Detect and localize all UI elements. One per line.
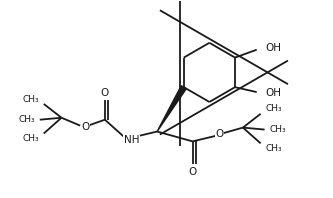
Text: O: O: [188, 167, 197, 177]
Text: CH₃: CH₃: [269, 125, 286, 134]
Text: O: O: [215, 129, 223, 139]
Text: CH₃: CH₃: [22, 134, 39, 143]
Text: O: O: [101, 88, 109, 98]
Polygon shape: [157, 86, 186, 131]
Text: CH₃: CH₃: [18, 115, 35, 124]
Text: OH: OH: [266, 43, 282, 53]
Text: NH: NH: [124, 135, 139, 145]
Text: CH₃: CH₃: [266, 104, 282, 113]
Text: OH: OH: [266, 88, 282, 98]
Text: O: O: [81, 122, 89, 132]
Text: CH₃: CH₃: [266, 144, 282, 153]
Text: CH₃: CH₃: [22, 94, 39, 104]
